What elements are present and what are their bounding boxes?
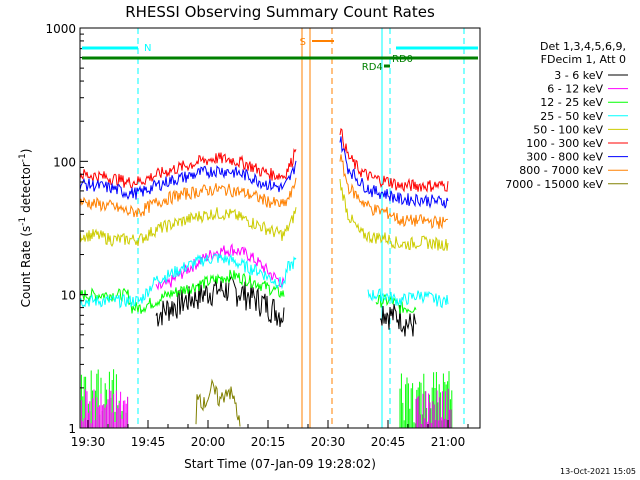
series-line (79, 207, 297, 247)
plot-frame (79, 27, 481, 429)
y-label-sup: -1 (18, 217, 28, 226)
legend-entry-label: 800 - 7000 keV (519, 164, 603, 177)
x-tick-label: 20:45 (371, 435, 406, 449)
series-line-post (339, 127, 449, 193)
noise-band (399, 371, 453, 428)
series-line (79, 160, 297, 201)
y-label-part: ) (19, 149, 33, 154)
legend-entry-label: 300 - 800 keV (526, 151, 603, 164)
x-tick-label: 21:00 (431, 435, 466, 449)
annotation-layer: N S RD4 RD0 (82, 37, 478, 73)
series-line-post (339, 178, 449, 251)
legend-header-line: FDecim 1, Att 0 (541, 53, 626, 66)
noise-band (415, 388, 452, 428)
series-line-post (339, 154, 449, 230)
series-line-post (339, 136, 449, 209)
legend-entry-label: 6 - 12 keV (547, 83, 603, 96)
legend-entry-label: 25 - 50 keV (540, 110, 603, 123)
y-label-sup: -1 (18, 153, 28, 162)
y-tick-label: 1 (68, 422, 76, 436)
chart-title: RHESSI Observing Summary Count Rates (125, 3, 435, 21)
y-tick-label: 100 (53, 155, 76, 169)
series-line-post (375, 293, 417, 314)
x-axis-label: Start Time (07-Jan-09 19:28:02) (184, 457, 376, 471)
series-layer (79, 127, 453, 428)
series-line-post (379, 303, 417, 337)
legend-entry-label: 7000 - 15000 keV (505, 178, 603, 191)
y-label-part: Count Rate (s (19, 226, 33, 308)
legend-entry-label: 12 - 25 keV (540, 96, 603, 109)
y-axis-label: Count Rate (s-1 detector-1) (18, 149, 33, 308)
series-line-post (367, 288, 449, 309)
legend-header-line: Det 1,3,4,5,6,9, (540, 40, 626, 53)
x-tick-label: 20:15 (251, 435, 286, 449)
plot-area (80, 28, 480, 428)
y-tick-label: 10 (61, 289, 76, 303)
observation-bands (137, 28, 465, 428)
x-axis: 19:30 19:45 20:00 20:15 20:30 20:45 21:00 (71, 420, 469, 449)
legend-entry-label: 50 - 100 keV (533, 123, 603, 136)
x-tick-label: 20:00 (191, 435, 226, 449)
y-axis: 1 10 100 1000 (45, 22, 88, 436)
y-tick-label: 1000 (45, 22, 76, 36)
y-label-part: detector (19, 162, 33, 217)
annotation-label: RD4 (362, 62, 383, 73)
legend-entry-label: 3 - 6 keV (554, 69, 603, 82)
series-line (79, 253, 297, 309)
annotation-label: S (300, 37, 306, 48)
series-line (79, 148, 297, 189)
series-line (79, 177, 297, 218)
legend-entry-label: 100 - 300 keV (526, 137, 603, 150)
annotation-label: N (144, 43, 151, 54)
annotation-label: RD0 (392, 54, 413, 65)
x-tick-label: 20:30 (311, 435, 346, 449)
x-tick-label: 19:30 (71, 435, 106, 449)
series-line (155, 276, 285, 328)
x-tick-label: 19:45 (131, 435, 166, 449)
legend: Det 1,3,4,5,6,9, FDecim 1, Att 0 3 - 6 k… (505, 40, 628, 191)
timestamp-label: 13-Oct-2021 15:05 (560, 467, 636, 476)
series-line (195, 378, 241, 427)
